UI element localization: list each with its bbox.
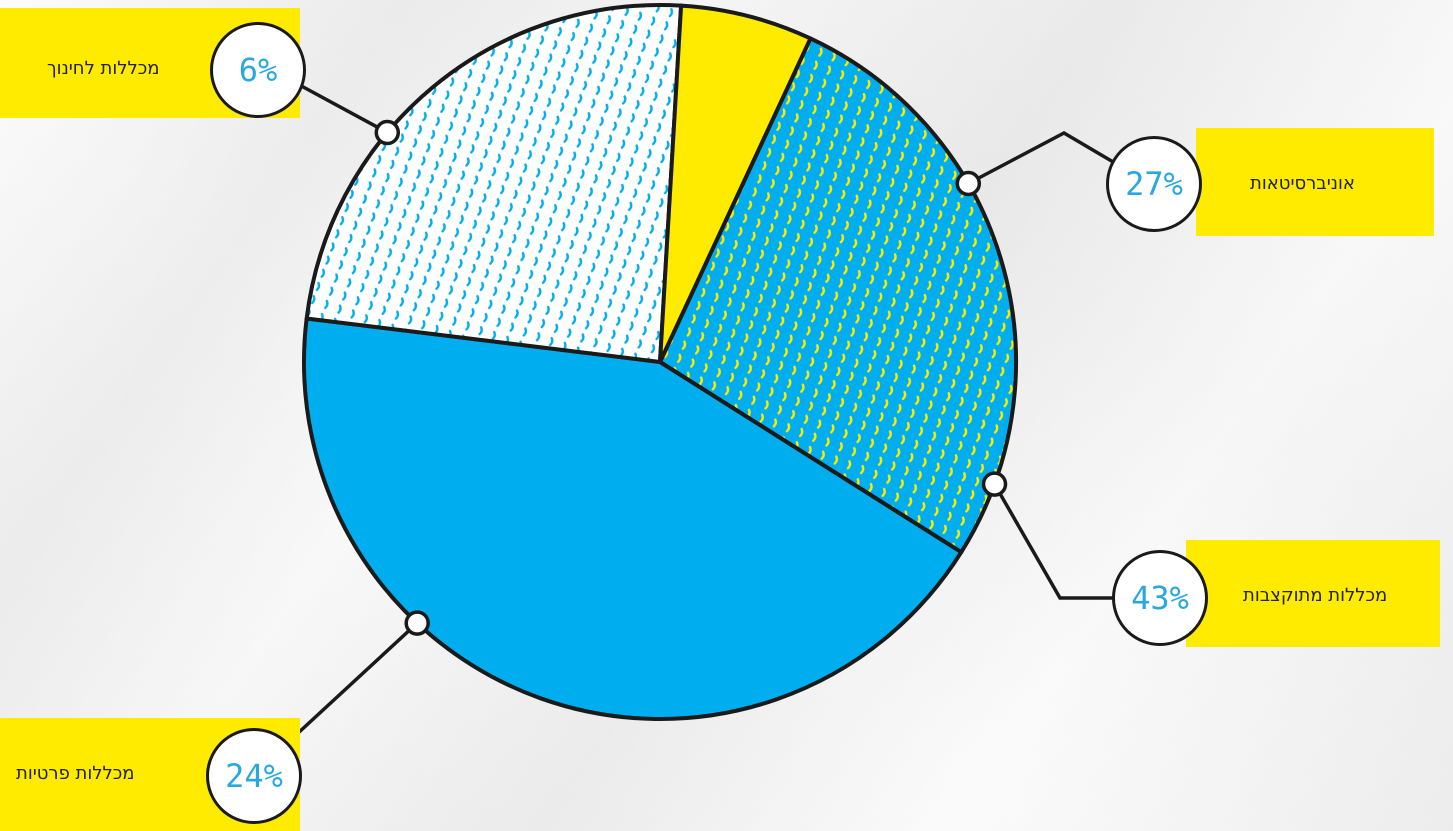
pie-slice <box>658 3 813 364</box>
percent-label: 43% <box>1112 550 1208 646</box>
label-connectors <box>282 80 1121 748</box>
connector-line <box>282 621 419 748</box>
connector-dot <box>404 610 430 636</box>
percent-label: 24% <box>206 728 302 824</box>
label-band <box>1196 128 1434 236</box>
connector-dot <box>981 471 1008 497</box>
connector-dot <box>374 119 401 146</box>
pie-slice <box>302 316 964 721</box>
percent-label: 6% <box>210 22 306 118</box>
percent-label: 27% <box>1106 136 1202 232</box>
connector-line <box>293 80 389 135</box>
connector-dots <box>374 119 1008 636</box>
connector-line <box>993 483 1120 600</box>
pie-slice <box>304 3 684 364</box>
slice-label: מכללות לחינוך <box>47 58 160 79</box>
slice-label: אוניברסיטאות <box>1250 173 1355 194</box>
label-band <box>1186 540 1440 647</box>
connector-line <box>967 130 1121 186</box>
connector-dot <box>955 170 982 197</box>
pie-slices <box>302 3 1018 721</box>
slice-label: מכללות פרטיות <box>16 763 135 784</box>
slice-label: מכללות מתוקצבות <box>1243 585 1388 606</box>
